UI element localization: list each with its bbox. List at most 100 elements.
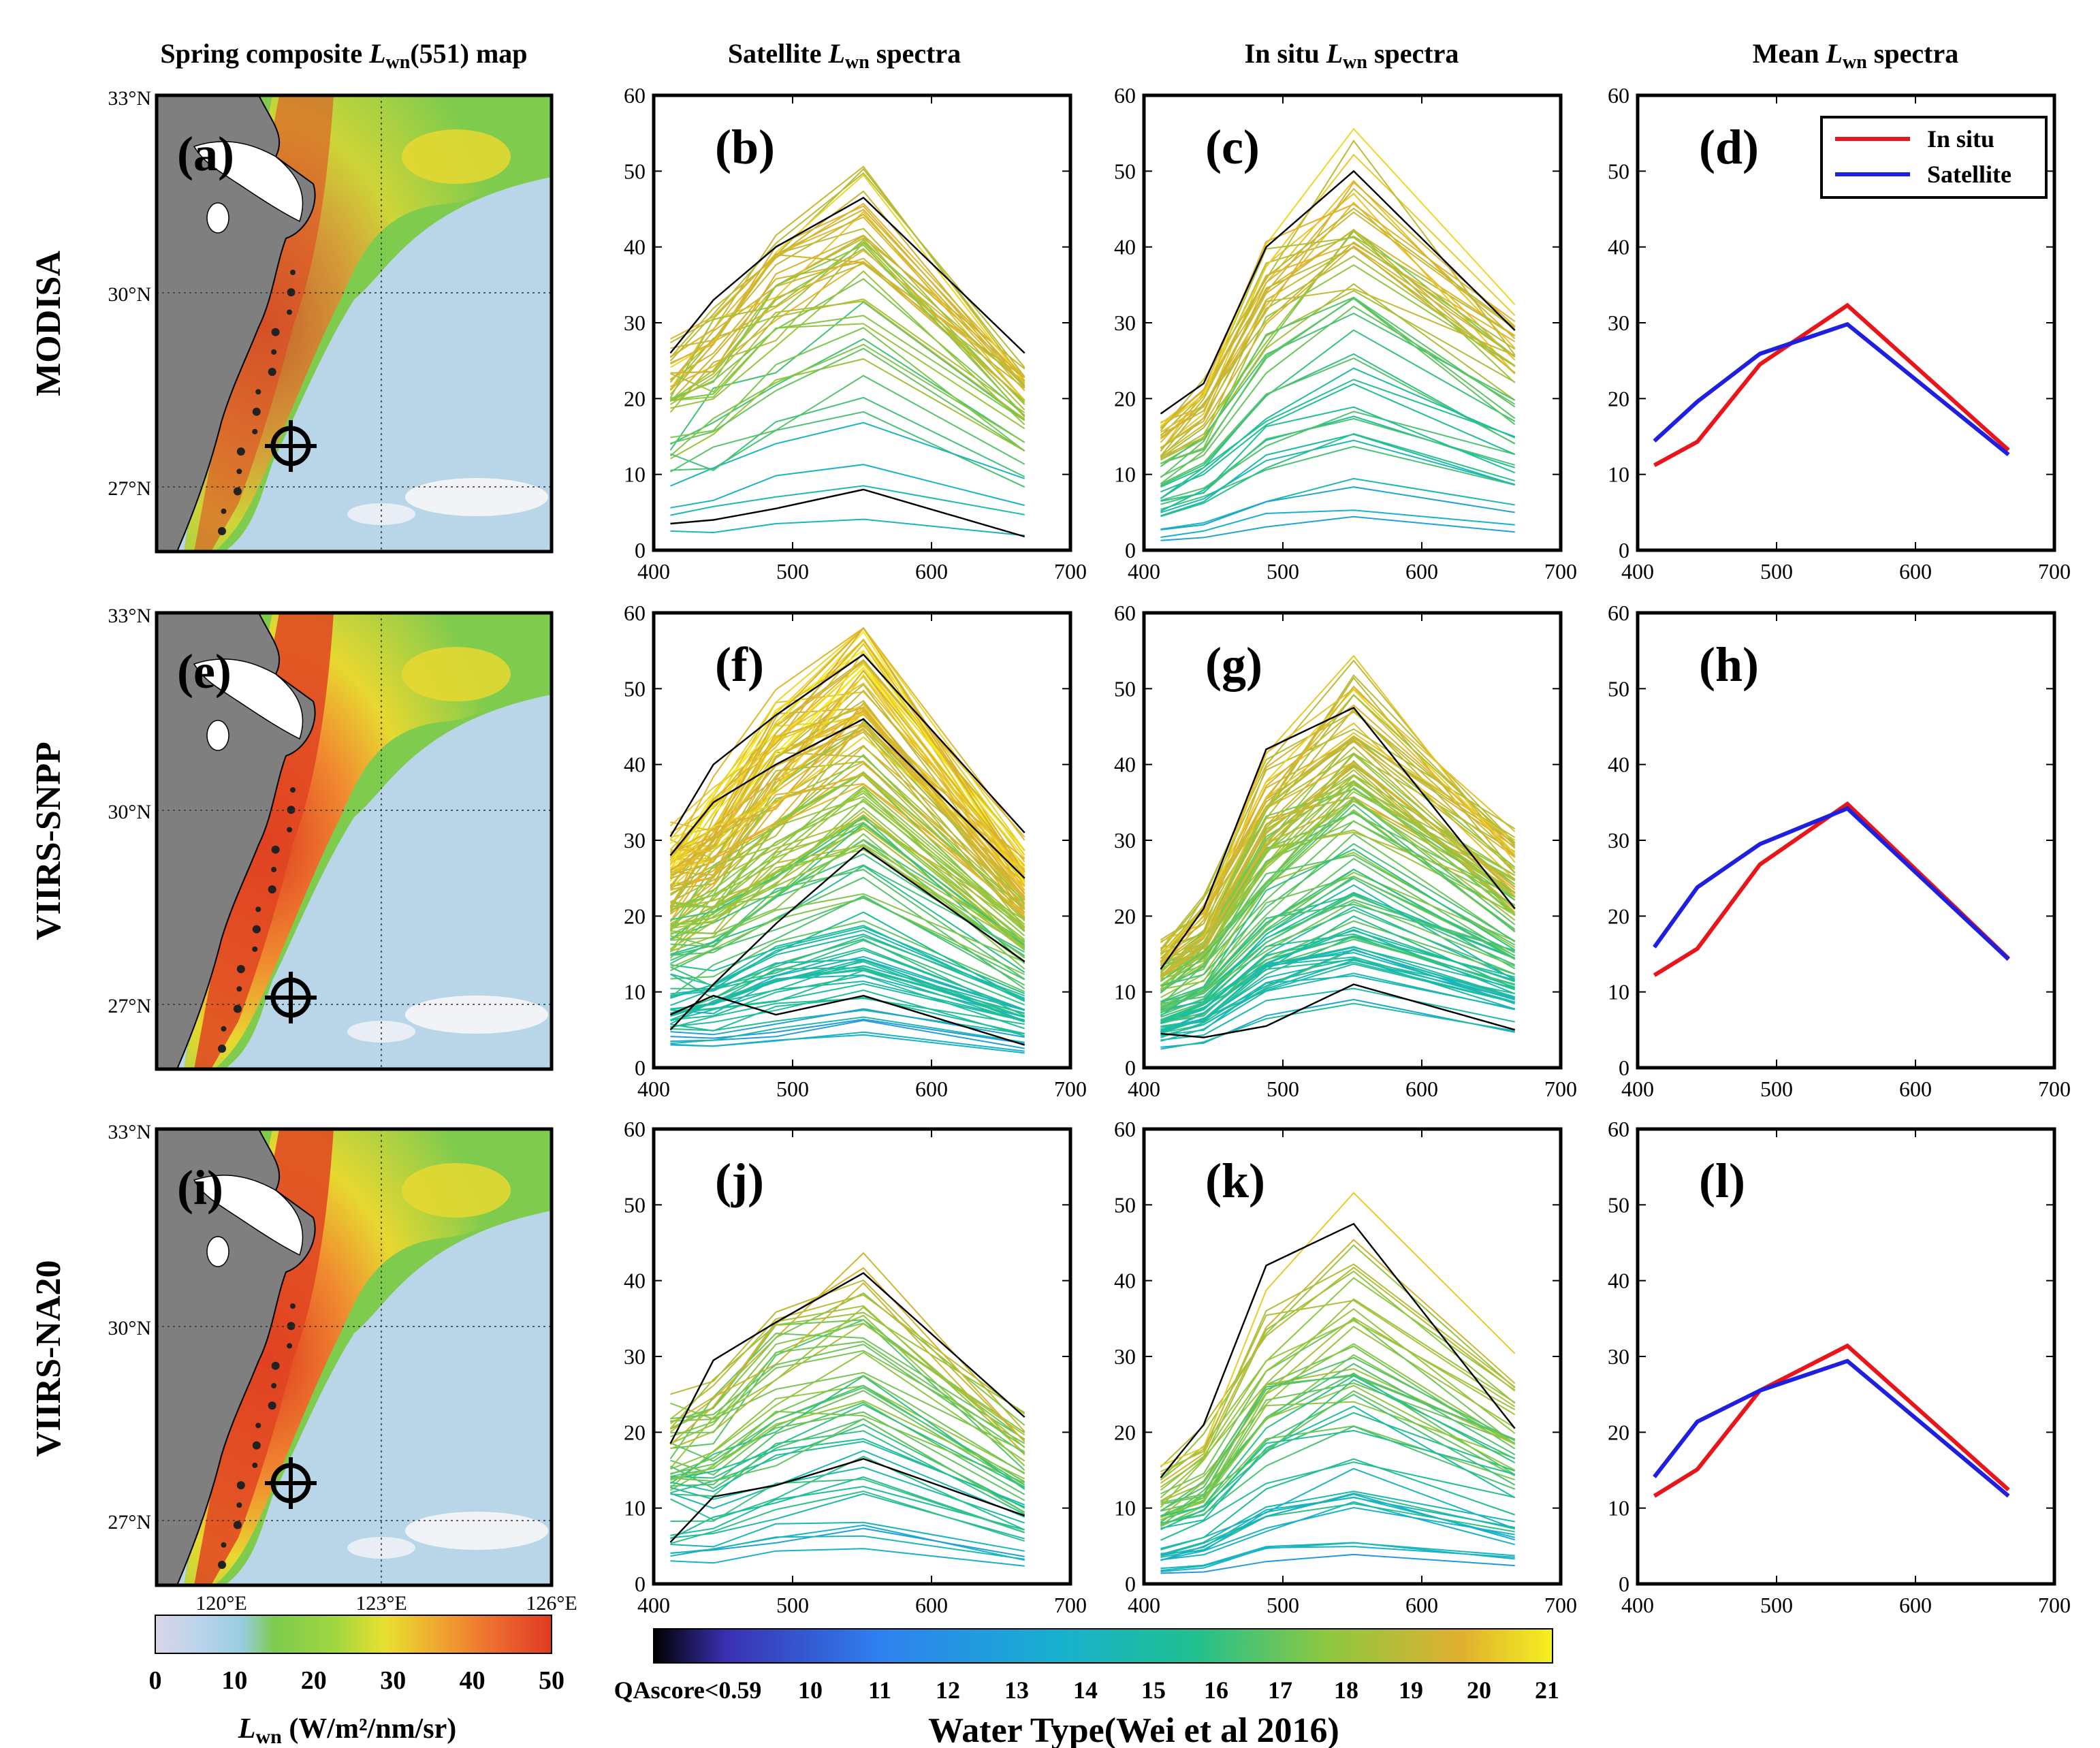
spectrum-line: [669, 725, 1025, 908]
spectrum-line: [670, 701, 1025, 895]
spectrum-line: [1160, 247, 1516, 436]
map-island: [221, 1026, 227, 1032]
map-island: [236, 468, 242, 475]
map-island: [221, 508, 227, 514]
spectrum-line: [670, 893, 1025, 963]
y-tick-label: 40: [624, 752, 646, 777]
y-tick-label: 20: [624, 904, 646, 928]
y-tick-label: 20: [624, 386, 646, 411]
lwn-colorbar-tick: 10: [221, 1666, 247, 1695]
y-tick-label: 0: [635, 1572, 646, 1596]
y-tick-label: 40: [624, 235, 646, 259]
y-tick-label: 20: [1608, 1420, 1629, 1444]
y-tick-label: 10: [624, 980, 646, 1004]
map-island: [218, 527, 226, 535]
spectrum-line: [670, 327, 1025, 452]
y-tick-label: 50: [1114, 1192, 1136, 1217]
y-tick-label: 50: [1114, 159, 1136, 183]
map-lat-label: 30°N: [108, 1317, 151, 1339]
spectrum-line: [1160, 411, 1515, 501]
spectrum-line: [669, 165, 1025, 382]
spectra-panel-f: 0 10 20 30 40 50 60 400 500 600 700 (f): [624, 601, 1087, 1101]
map-lake: [206, 202, 229, 234]
row-label-modisa: MODISA: [29, 251, 68, 396]
spectrum-line: [670, 1322, 1025, 1433]
spectrum-line: [1160, 139, 1516, 432]
mean-panel-viirs-na20: 0 10 20 30 40 50 60 400 500 600 700 (l): [1608, 1117, 2071, 1617]
spectrum-line: [1160, 799, 1516, 987]
spectrum-line: [669, 172, 1025, 368]
map-lon-label: 120°E: [195, 1592, 246, 1615]
x-tick-label: 700: [1054, 1077, 1087, 1101]
spectrum-line: [1160, 1343, 1516, 1521]
map-cloud: [347, 1021, 415, 1043]
map-frame: [155, 611, 554, 1071]
spectrum-line: [1160, 432, 1515, 518]
y-tick-label: 10: [1114, 462, 1136, 487]
spectrum-line: [1160, 1192, 1516, 1467]
column-headers: Spring composite Lwn(551) map Satellite …: [160, 38, 1958, 73]
panel-label: (h): [1699, 637, 1759, 692]
map-island: [287, 806, 296, 814]
spectrum-line: [1160, 515, 1515, 541]
panel-label: (k): [1205, 1154, 1265, 1208]
plot-frame: [1142, 93, 1563, 552]
spectrum-line: [670, 818, 1025, 921]
plot-frame: [652, 1127, 1072, 1586]
spectrum-line: [670, 1478, 1025, 1534]
spectrum-line: [670, 347, 1025, 451]
spectrum-line: [670, 998, 1025, 1029]
spectrum-line: [1160, 357, 1516, 486]
spectrum-line: [1160, 728, 1516, 955]
map-island: [271, 328, 280, 336]
spectrum-line: [670, 853, 1025, 957]
watertype-colorbar-tick: 21: [1535, 1677, 1559, 1704]
spectrum-line: [1160, 811, 1516, 987]
y-tick-label: 0: [635, 538, 646, 562]
map-island: [233, 1521, 242, 1529]
spectrum-line: [1160, 788, 1516, 967]
legend-insitu-label: In situ: [1927, 125, 1994, 153]
spectrum-line: [1160, 241, 1516, 457]
spectrum-line: [1160, 710, 1516, 966]
spectrum-line: [1160, 791, 1516, 968]
spectrum-line: [670, 1399, 1025, 1481]
row-label-viirs-na20: VIIRS-NA20: [29, 1260, 68, 1457]
watertype-colorbar-tick: 11: [868, 1677, 891, 1704]
map-island: [271, 1361, 280, 1370]
map-viirs-snpp: (e) 33°N 30°N 27°N: [108, 605, 554, 1071]
y-tick-label: 60: [1114, 1117, 1136, 1141]
spectrum-line-low-qa: [670, 994, 1025, 1046]
spectrum-line: [1160, 1491, 1515, 1555]
map-island: [236, 986, 242, 992]
panel-label: (g): [1205, 637, 1262, 692]
spectrum-line: [670, 1384, 1025, 1486]
x-tick-label: 400: [1128, 1077, 1160, 1101]
spectrum-line: [669, 248, 1025, 404]
spectrum-line: [1160, 127, 1516, 427]
spectrum-line: [1160, 711, 1516, 952]
watertype-colorbar-tick: 18: [1334, 1677, 1358, 1704]
spectrum-line: [669, 242, 1025, 413]
y-tick-label: 50: [624, 1192, 646, 1217]
header-insitu: In situ Lwn spectra: [1245, 38, 1459, 73]
spectrum-line: [670, 938, 1025, 1017]
spectrum-line: [1160, 202, 1516, 433]
spectrum-line: [1160, 1390, 1516, 1527]
spectrum-line: [1160, 1378, 1516, 1517]
spectrum-line: [669, 1333, 1025, 1459]
panel-label: (c): [1205, 120, 1260, 174]
spectrum-line: [670, 816, 1025, 964]
x-tick-label: 600: [1405, 1077, 1438, 1101]
x-tick-label: 400: [637, 1593, 670, 1617]
lwn-colorbar-label: Lwn (W/m²/nm/sr): [238, 1713, 456, 1748]
y-tick-label: 0: [635, 1055, 646, 1080]
spectrum-line: [670, 868, 1025, 980]
spectrum-line: [670, 1490, 1025, 1544]
spectrum-line: [670, 929, 1025, 1000]
map-island: [271, 845, 280, 854]
spectrum-line: [670, 1018, 1025, 1045]
spectrum-line: [670, 724, 1025, 911]
map-island: [236, 965, 245, 974]
map-estuary: [193, 658, 304, 740]
